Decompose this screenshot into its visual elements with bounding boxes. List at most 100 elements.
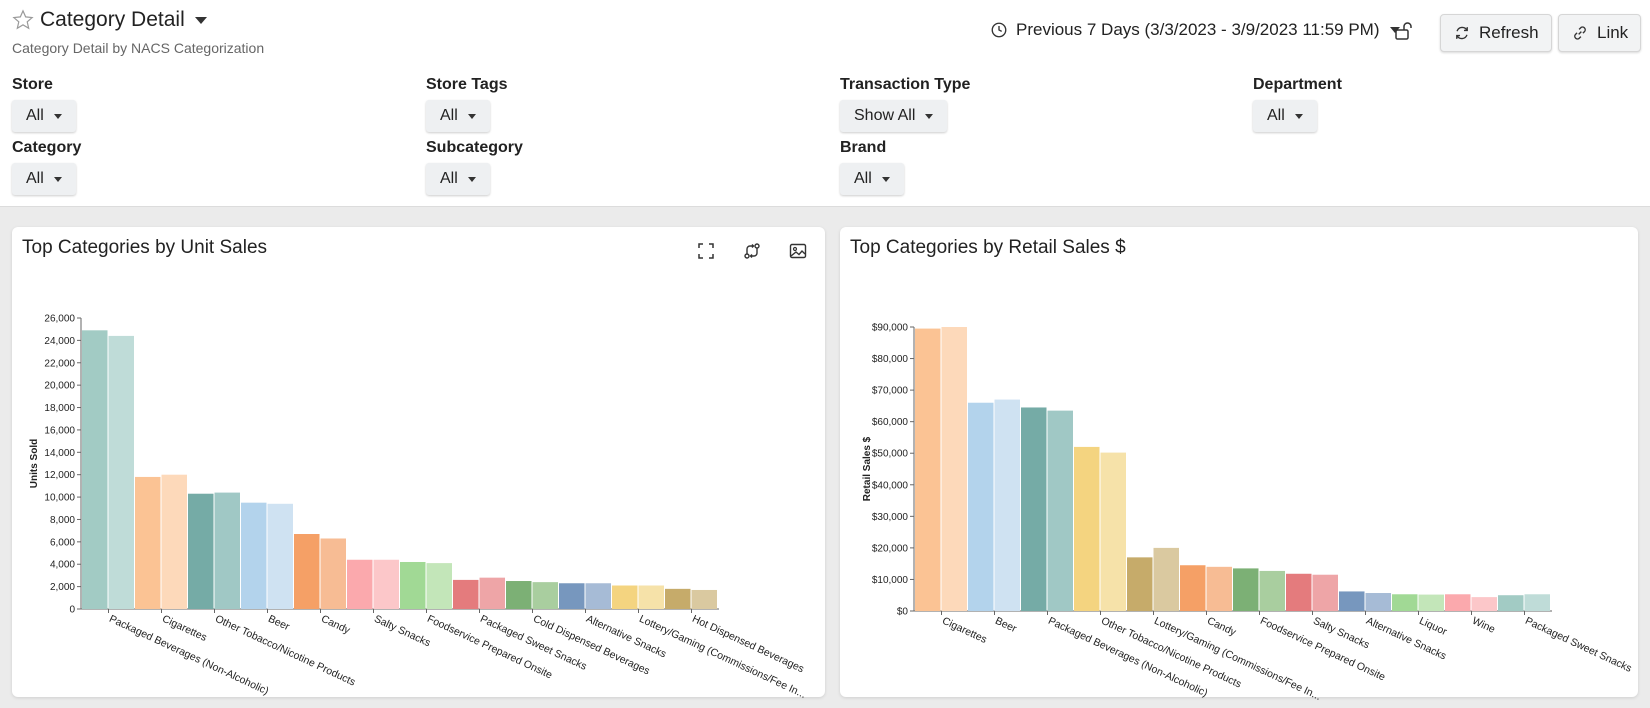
x-tick-label: Salty Snacks <box>372 613 432 650</box>
x-tick-label: Candy <box>319 613 352 637</box>
retail-sales-chart: $0 $10,000 $20,000 $30,000 $40,000 $50,000 $60… <box>862 323 1634 703</box>
y-tick-label: 8,000 <box>50 515 75 526</box>
x-tick-label: Beer <box>266 613 292 633</box>
retail-sales-panel: Top Categories by Retail Sales $ $0 $10,0… <box>840 227 1638 703</box>
bar <box>294 534 320 609</box>
header-bar: Category Detail Category Detail by NACS … <box>0 0 1650 207</box>
bar <box>1153 547 1179 611</box>
bar <box>320 538 346 609</box>
chevron-down-icon <box>881 176 890 182</box>
filter-label: Brand <box>840 139 887 156</box>
y-tick-label: 24,000 <box>44 336 75 347</box>
unit-sales-panel: Top Categories by Unit Sales 0 2,000 4,000… <box>12 227 825 701</box>
bar <box>1498 595 1524 611</box>
y-tick-label: 6,000 <box>50 537 75 548</box>
link-button[interactable]: Link <box>1558 14 1642 52</box>
bar <box>1074 446 1100 611</box>
x-tick-label: Cigarettes <box>940 615 988 646</box>
bar <box>479 577 505 609</box>
link-label: Link <box>1597 23 1629 42</box>
dropdown-value: Show All <box>854 107 916 124</box>
transaction-type-dropdown[interactable]: Show All <box>840 100 948 132</box>
bar <box>1365 593 1391 611</box>
bar <box>612 585 638 609</box>
bar <box>968 402 994 611</box>
bar <box>400 561 426 609</box>
y-tick-label: 0 <box>69 605 75 616</box>
bar <box>1100 452 1126 611</box>
bar <box>994 399 1020 611</box>
y-tick-label: 18,000 <box>44 403 75 414</box>
chart-title: Top Categories by Retail Sales $ <box>850 237 1126 258</box>
fullscreen-icon[interactable] <box>696 241 716 261</box>
y-tick-label: 16,000 <box>44 425 75 436</box>
y-tick-label: $40,000 <box>872 480 909 491</box>
y-tick-label: $50,000 <box>872 449 909 460</box>
bar <box>426 563 452 609</box>
date-range-selector[interactable]: Previous 7 Days (3/3/2023 - 3/9/2023 11:… <box>990 20 1400 40</box>
bar <box>188 493 214 609</box>
bar <box>1286 573 1312 611</box>
department-dropdown[interactable]: All <box>1253 100 1317 132</box>
dropdown-value: All <box>1267 107 1285 124</box>
x-tick-label: Packaged Sweet Snacks <box>1523 615 1633 675</box>
clock-icon <box>991 22 1007 38</box>
bar <box>108 335 134 609</box>
bar <box>82 330 108 609</box>
filter-subcategory: Subcategory All <box>426 139 523 195</box>
store-tags-dropdown[interactable]: All <box>426 100 490 132</box>
refresh-button[interactable]: Refresh <box>1440 14 1552 52</box>
bar <box>941 327 967 611</box>
y-tick-label: 20,000 <box>44 381 75 392</box>
bar <box>1312 574 1338 611</box>
bar <box>1259 570 1285 611</box>
star-icon[interactable] <box>12 9 34 31</box>
subcategory-dropdown[interactable]: All <box>426 163 490 195</box>
chevron-down-icon <box>1389 27 1400 33</box>
filter-label: Store Tags <box>426 76 508 93</box>
bar <box>506 581 532 609</box>
y-tick-label: 2,000 <box>50 582 75 593</box>
y-tick-label: $90,000 <box>872 323 909 334</box>
bar <box>241 502 267 609</box>
bar <box>1524 594 1550 611</box>
x-tick-label: Wine <box>1470 615 1497 636</box>
filter-label: Transaction Type <box>840 76 971 93</box>
unit-sales-chart: 0 2,000 4,000 6,000 8,000 10,000 12,000 14,000 1… <box>29 314 808 701</box>
y-tick-label: 22,000 <box>44 358 75 369</box>
filter-label: Store <box>12 76 53 93</box>
bar <box>1047 410 1073 611</box>
y-tick-label: $0 <box>897 607 909 618</box>
y-tick-label: $60,000 <box>872 417 909 428</box>
bar <box>1180 565 1206 611</box>
image-icon[interactable] <box>788 241 808 261</box>
bar <box>373 559 399 609</box>
y-tick-label: $30,000 <box>872 512 909 523</box>
y-tick-label: 14,000 <box>44 448 75 459</box>
dropdown-value: All <box>440 170 458 187</box>
bar <box>691 589 717 609</box>
filter-label: Department <box>1253 76 1342 93</box>
brand-dropdown[interactable]: All <box>840 163 904 195</box>
y-axis-title: Retail Sales $ <box>862 436 873 501</box>
bar <box>915 328 941 611</box>
store-dropdown[interactable]: All <box>12 100 76 132</box>
compare-icon[interactable] <box>742 241 762 261</box>
category-dropdown[interactable]: All <box>12 163 76 195</box>
x-tick-label: Candy <box>1205 615 1238 639</box>
chevron-down-icon <box>53 113 62 119</box>
bar <box>347 559 373 609</box>
link-icon <box>1574 26 1586 40</box>
y-tick-label: 4,000 <box>50 560 75 571</box>
unlock-icon[interactable] <box>1394 21 1414 41</box>
chevron-down-icon[interactable] <box>194 16 207 24</box>
chevron-down-icon <box>467 176 476 182</box>
filter-category: Category All <box>12 139 81 195</box>
filter-department: Department All <box>1253 76 1342 132</box>
bar <box>1471 597 1497 611</box>
date-range-label: Previous 7 Days (3/3/2023 - 3/9/2023 11:… <box>1016 20 1380 39</box>
filter-store: Store All <box>12 76 76 132</box>
bar <box>161 474 187 609</box>
x-tick-label: Beer <box>993 615 1019 635</box>
bar <box>1206 566 1232 611</box>
